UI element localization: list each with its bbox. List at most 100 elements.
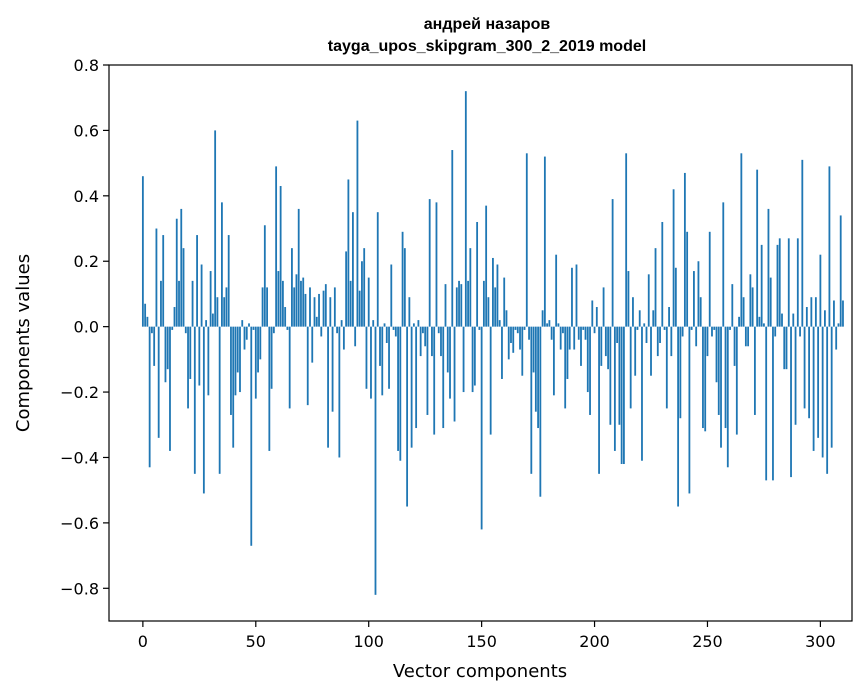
bar-30: [209, 271, 212, 327]
bar-264: [738, 316, 740, 327]
bar-20: [187, 326, 189, 409]
bar-130: [435, 202, 438, 327]
bar-156: [494, 287, 497, 327]
bar-294: [805, 307, 808, 327]
bar-177: [541, 310, 544, 327]
bar-218: [634, 326, 637, 376]
bar-309: [839, 215, 842, 327]
x-axis-ticks: 0 50 100 150 200 250 300: [138, 621, 836, 651]
bar-103: [374, 326, 377, 595]
bar-14: [173, 307, 176, 327]
bar-263: [735, 326, 738, 435]
bar-248: [702, 326, 704, 429]
bar-209: [613, 326, 616, 451]
bar-235: [672, 189, 675, 327]
bar-78: [318, 293, 320, 327]
bar-298: [814, 297, 817, 327]
bar-269: [749, 274, 752, 327]
bar-152: [485, 205, 488, 327]
bar-186: [562, 326, 564, 334]
bar-123: [419, 326, 422, 357]
bar-124: [422, 326, 424, 334]
bar-200: [593, 326, 596, 334]
bar-48: [250, 326, 253, 546]
bar-46: [245, 326, 248, 340]
bar-302: [824, 310, 826, 327]
bar-288: [792, 313, 795, 327]
bar-274: [760, 244, 763, 327]
bar-160: [503, 277, 506, 327]
bar-151: [482, 280, 485, 327]
bar-239: [681, 326, 684, 337]
bar-63: [284, 307, 287, 327]
bar-85: [333, 287, 336, 327]
bar-132: [440, 326, 442, 357]
bar-159: [501, 326, 503, 379]
bar-241: [686, 231, 689, 327]
bar-31: [211, 313, 214, 327]
bar-128: [431, 326, 433, 357]
bar-135: [446, 326, 449, 373]
bar-224: [647, 274, 650, 327]
bar-171: [528, 326, 530, 340]
bar-121: [415, 326, 418, 429]
bar-148: [476, 221, 479, 327]
chart-title-line-2: tayga_upos_skipgram_300_2_2019 model: [328, 38, 646, 55]
bar-278: [769, 277, 772, 327]
bar-18: [182, 248, 185, 327]
bar-68: [295, 274, 298, 327]
bar-292: [801, 159, 804, 327]
x-tick-label-200: 200: [579, 632, 610, 651]
bar-147: [473, 326, 476, 386]
bar-236: [674, 267, 677, 327]
bar-167: [519, 326, 521, 350]
bar-188: [566, 326, 569, 379]
bar-268: [747, 326, 750, 347]
x-tick-label-100: 100: [353, 632, 384, 651]
bar-88: [340, 320, 343, 327]
bar-118: [408, 297, 411, 327]
bar-243: [690, 326, 693, 330]
bar-8: [160, 280, 162, 327]
bar-93: [352, 212, 354, 327]
bar-192: [575, 264, 578, 327]
bar-52: [259, 326, 262, 360]
bar-65: [288, 326, 291, 409]
bar-140: [458, 280, 460, 327]
bar-169: [523, 326, 526, 330]
bar-90: [345, 251, 348, 327]
bar-3: [148, 326, 151, 468]
bar-295: [808, 326, 810, 419]
bar-197: [586, 326, 589, 393]
x-tick-label-150: 150: [466, 632, 497, 651]
bar-137: [451, 150, 454, 327]
y-tick-label-5: 0.2: [74, 252, 99, 271]
y-tick-label-4: 0.0: [74, 318, 99, 337]
bar-158: [498, 320, 501, 327]
bar-296: [810, 297, 813, 327]
bar-79: [320, 326, 323, 337]
bar-38: [227, 235, 230, 327]
bar-193: [577, 326, 580, 340]
bar-40: [232, 326, 235, 448]
bar-184: [557, 323, 560, 327]
bar-105: [379, 326, 381, 366]
bar-24: [196, 235, 198, 327]
bar-98: [363, 248, 366, 327]
bar-138: [453, 326, 456, 422]
bar-310: [842, 300, 844, 327]
y-tick-label-0: −0.8: [60, 579, 99, 598]
bar-89: [342, 326, 345, 350]
bar-143: [464, 91, 467, 327]
bar-12: [169, 326, 171, 451]
bar-60: [277, 271, 280, 327]
bar-136: [449, 326, 451, 399]
bar-131: [437, 326, 440, 334]
bar-261: [731, 284, 734, 327]
bar-303: [826, 326, 829, 474]
bar-195: [582, 326, 585, 330]
bar-141: [460, 284, 463, 327]
bar-247: [699, 297, 702, 327]
bar-76: [313, 297, 316, 327]
